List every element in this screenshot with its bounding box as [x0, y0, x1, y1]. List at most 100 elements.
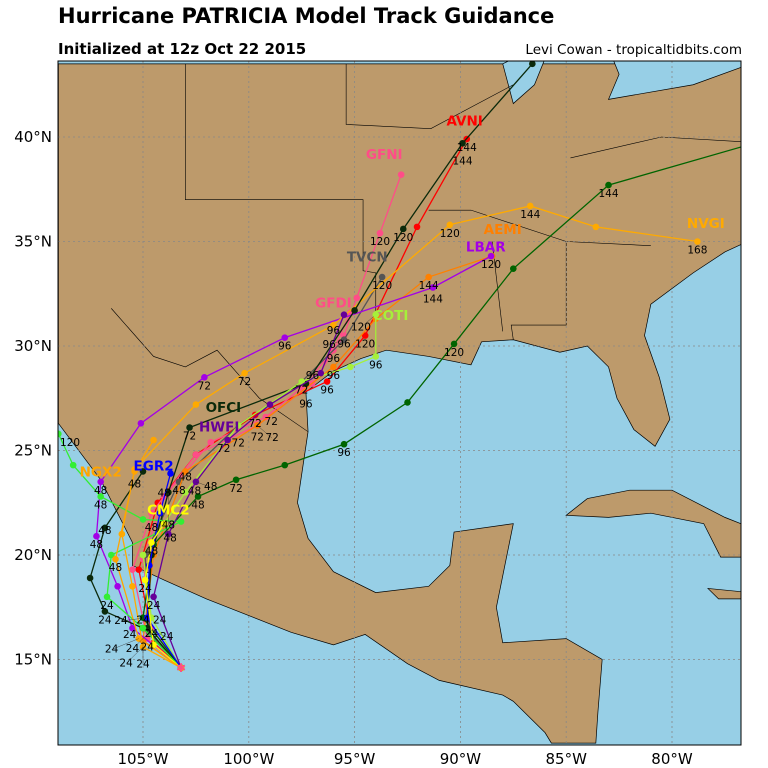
forecast-hour-label: 72	[295, 385, 308, 397]
track-point	[459, 139, 466, 147]
track-point	[141, 576, 149, 584]
storm-position-icon: ✱	[176, 661, 186, 675]
forecast-hour-label: 48	[162, 519, 175, 531]
track-point	[129, 624, 136, 632]
forecast-hour-label: 96	[327, 325, 341, 337]
track-point	[186, 424, 193, 431]
forecast-hour-label: 72	[248, 418, 261, 430]
track-point	[353, 294, 361, 302]
track-point	[429, 284, 437, 291]
track-point	[378, 273, 386, 281]
track-line	[121, 205, 698, 669]
initialization-subtitle: Initialized at 12z Oct 22 2015	[58, 40, 307, 58]
track-point	[112, 555, 119, 563]
track-point	[114, 583, 121, 590]
track-point	[148, 509, 155, 517]
forecast-hour-label: 120	[372, 280, 392, 292]
model-label: OFCI	[206, 400, 242, 416]
track-point	[139, 624, 147, 632]
track-point	[323, 378, 331, 385]
track-point	[694, 238, 701, 245]
forecast-hour-label: 96	[322, 339, 336, 351]
track-point	[224, 436, 231, 444]
forecast-hour-label: 48	[172, 485, 185, 497]
forecast-hour-label: 72	[265, 432, 278, 444]
track-point	[404, 399, 411, 406]
track-point	[194, 493, 202, 500]
land-jamaica	[707, 587, 741, 600]
track-point	[330, 321, 337, 329]
track-point	[241, 369, 248, 377]
forecast-hour-label: 120	[444, 347, 464, 359]
forecast-hour-label: 144	[419, 280, 439, 292]
label-leader-line	[159, 513, 171, 539]
track-point	[93, 532, 100, 540]
border-line	[570, 136, 741, 159]
model-label: EGR2	[134, 458, 174, 474]
track-point	[97, 493, 104, 500]
forecast-hour-label: 96	[327, 370, 341, 382]
track-point	[139, 516, 147, 523]
track-point	[361, 332, 369, 339]
track-point	[167, 470, 174, 477]
forecast-hour-label: 24	[136, 615, 150, 627]
great-lakes	[502, 61, 741, 105]
track-line	[152, 314, 345, 669]
track-point	[207, 438, 215, 446]
model-label: HWFI	[199, 420, 239, 436]
track-point	[592, 223, 600, 231]
track-point	[487, 252, 495, 260]
track-point	[450, 340, 458, 348]
forecast-hour-label: 120	[393, 232, 413, 244]
track-point	[529, 61, 536, 68]
track-point	[510, 265, 517, 272]
forecast-hour-label: 48	[90, 539, 103, 551]
forecast-hour-label: 72	[265, 416, 278, 428]
track-point	[413, 223, 421, 231]
track-point	[399, 225, 407, 233]
track-ngx2	[112, 436, 185, 672]
track-labels: ✱ AVNI GFNI GFDI TVCN AEMI LBAR NVGI OFCI COTI HWF…	[60, 114, 725, 675]
track-point	[137, 420, 145, 427]
border-line	[185, 63, 377, 353]
forecast-hour-label: 24	[105, 644, 119, 656]
label-leader-lines	[111, 314, 376, 665]
border-line	[345, 63, 514, 129]
track-point	[150, 593, 157, 601]
forecast-hour-label: 120	[355, 339, 375, 351]
track-point	[281, 461, 289, 469]
label-leader-line	[125, 646, 144, 664]
track-point	[129, 566, 136, 573]
forecast-hour-label: 48	[128, 478, 141, 490]
model-label: CMC2	[147, 502, 190, 518]
forecast-hour-label: 24	[145, 628, 159, 640]
forecast-hour-label: 96	[337, 447, 351, 459]
forecast-hour-label: 120	[60, 437, 80, 449]
forecast-hour-label: 48	[179, 471, 192, 483]
forecast-hour-label: 24	[147, 600, 161, 612]
label-leader-line	[111, 638, 139, 650]
forecast-hour-label: 120	[440, 228, 460, 240]
forecast-hour-label: 96	[327, 353, 341, 365]
forecast-hour-label: 48	[157, 487, 170, 499]
forecast-hour-label: 96	[320, 385, 334, 397]
track-point	[526, 202, 534, 210]
forecast-hour-label: 120	[370, 236, 390, 248]
forecast-hour-label: 48	[188, 486, 201, 498]
track-point	[446, 221, 454, 229]
forecast-hour-label: 96	[299, 399, 313, 411]
track-point	[376, 229, 384, 237]
label-leader-line	[195, 481, 211, 488]
forecast-hour-label: 72	[198, 380, 211, 392]
model-label: LBAR	[466, 240, 506, 256]
track-point	[317, 369, 325, 377]
track-point	[281, 334, 289, 341]
track-point	[139, 468, 147, 475]
lon-tick-label: 85°W	[545, 750, 587, 768]
forecast-hour-label: 24	[114, 615, 128, 627]
track-point	[182, 489, 189, 496]
track-point	[397, 171, 405, 178]
forecast-hour-label: 168	[687, 245, 707, 257]
model-label: AVNI	[446, 114, 482, 130]
track-point	[234, 422, 242, 429]
